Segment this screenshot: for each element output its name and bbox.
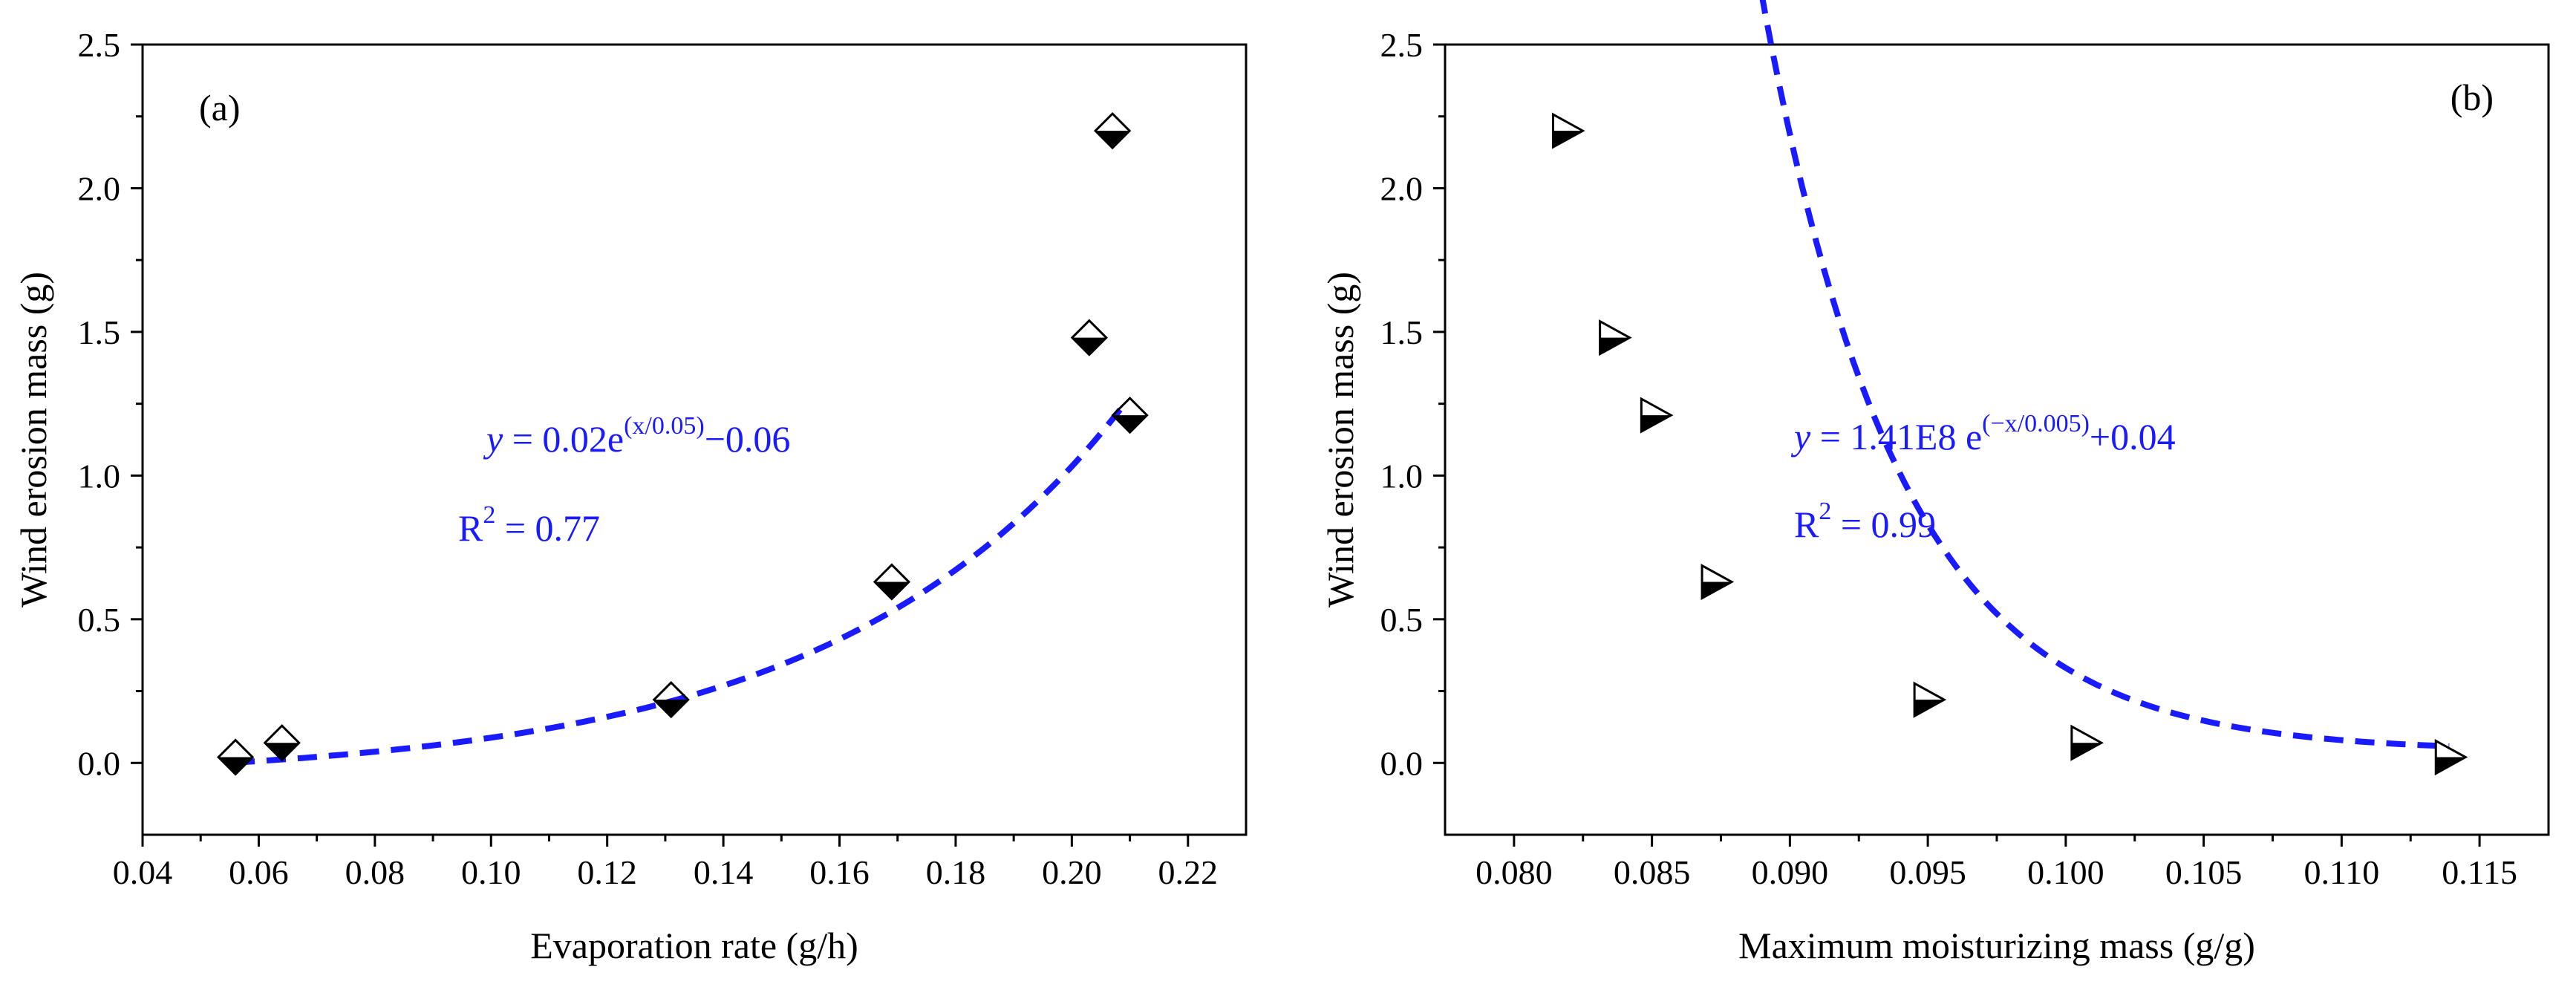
- y-axis-title: Wind erosion mass (g): [13, 272, 54, 607]
- y-tick-label: 0.0: [1380, 744, 1424, 782]
- x-tick-label: 0.085: [1614, 853, 1691, 891]
- data-point-fill: [264, 743, 299, 760]
- panel-label: (a): [199, 87, 241, 128]
- fit-r-squared: R2 = 0.99: [1794, 498, 1936, 545]
- panel-a-chart: 0.04 0.06 0.08 0.10 0.12 0.14 0.16 0.18 0.20 0.22…: [13, 26, 1248, 966]
- x-tick-label: 0.095: [1889, 853, 1966, 891]
- plot-frame: [141, 43, 1248, 836]
- y-tick-label: 0.0: [78, 744, 121, 782]
- y-tick-label: 1.5: [78, 313, 121, 351]
- y-tick-label: 2.5: [1380, 26, 1424, 64]
- data-point-fill: [218, 757, 253, 775]
- data-point-1: [217, 738, 255, 776]
- data-point-7: [1111, 396, 1149, 434]
- x-tick-label: 0.105: [2165, 853, 2243, 891]
- data-point-5: [1913, 681, 1947, 718]
- data-point-fill: [653, 700, 688, 717]
- y-tick-label: 1.0: [78, 457, 121, 495]
- y-axis-title: Wind erosion mass (g): [1320, 272, 1361, 607]
- y-tick-label: 2.5: [78, 26, 121, 64]
- data-point-fill: [1112, 415, 1147, 433]
- x-tick-label: 0.110: [2303, 853, 2379, 891]
- x-tick-label: 0.16: [809, 853, 870, 891]
- y-tick-label: 0.5: [1380, 601, 1424, 639]
- fit-equation: y = 1.41E8 e(−x/0.005)+0.04: [1790, 410, 2176, 457]
- x-tick-label: 0.090: [1752, 853, 1829, 891]
- data-point-6: [2070, 724, 2104, 761]
- data-point-3: [1640, 397, 1674, 434]
- x-tick-label: 0.12: [577, 853, 637, 891]
- panel-b-chart: 0.080 0.085 0.090 0.095 0.100 0.105 0.110 0.115…: [1320, 0, 2550, 966]
- y-tick-label: 1.5: [1380, 313, 1424, 351]
- x-tick-label: 0.18: [926, 853, 986, 891]
- y-tick-label: 2.0: [1380, 169, 1424, 207]
- plot-frame: [1444, 43, 2550, 836]
- fit-equation: y = 0.02e(x/0.05)−0.06: [483, 412, 790, 460]
- x-axis-title: Evaporation rate (g/h): [530, 925, 858, 966]
- data-point-4: [873, 563, 911, 601]
- panel-label: (b): [2451, 76, 2494, 118]
- data-point-7: [2434, 738, 2468, 776]
- data-point-fill: [1095, 131, 1130, 149]
- data-point-3: [652, 681, 690, 719]
- x-tick-label: 0.04: [113, 853, 173, 891]
- x-tick-label: 0.080: [1476, 853, 1553, 891]
- y-tick-label: 2.0: [78, 169, 121, 207]
- x-tick-label: 0.06: [229, 853, 289, 891]
- x-axis-title: Maximum moisturizing mass (g/g): [1738, 925, 2255, 966]
- x-tick-label: 0.10: [461, 853, 521, 891]
- x-tick-label: 0.22: [1158, 853, 1219, 891]
- y-tick-label: 0.5: [78, 601, 121, 639]
- data-point-4: [1701, 563, 1735, 601]
- data-point-6: [1093, 111, 1132, 150]
- data-point-2: [1599, 319, 1632, 356]
- data-point-2: [263, 724, 301, 762]
- data-point-5: [1070, 319, 1108, 356]
- data-point-1: [1551, 112, 1585, 149]
- x-tick-label: 0.115: [2442, 853, 2517, 891]
- x-tick-label: 0.14: [694, 853, 754, 891]
- y-tick-label: 1.0: [1380, 457, 1424, 495]
- x-tick-label: 0.100: [2027, 853, 2104, 891]
- x-tick-label: 0.08: [345, 853, 405, 891]
- fit-curve: [235, 403, 1126, 766]
- x-tick-label: 0.20: [1042, 853, 1102, 891]
- data-point-fill: [874, 582, 909, 599]
- data-point-fill: [1072, 337, 1106, 355]
- fit-r-squared: R2 = 0.77: [458, 501, 600, 549]
- fit-curve: [1759, 0, 2450, 749]
